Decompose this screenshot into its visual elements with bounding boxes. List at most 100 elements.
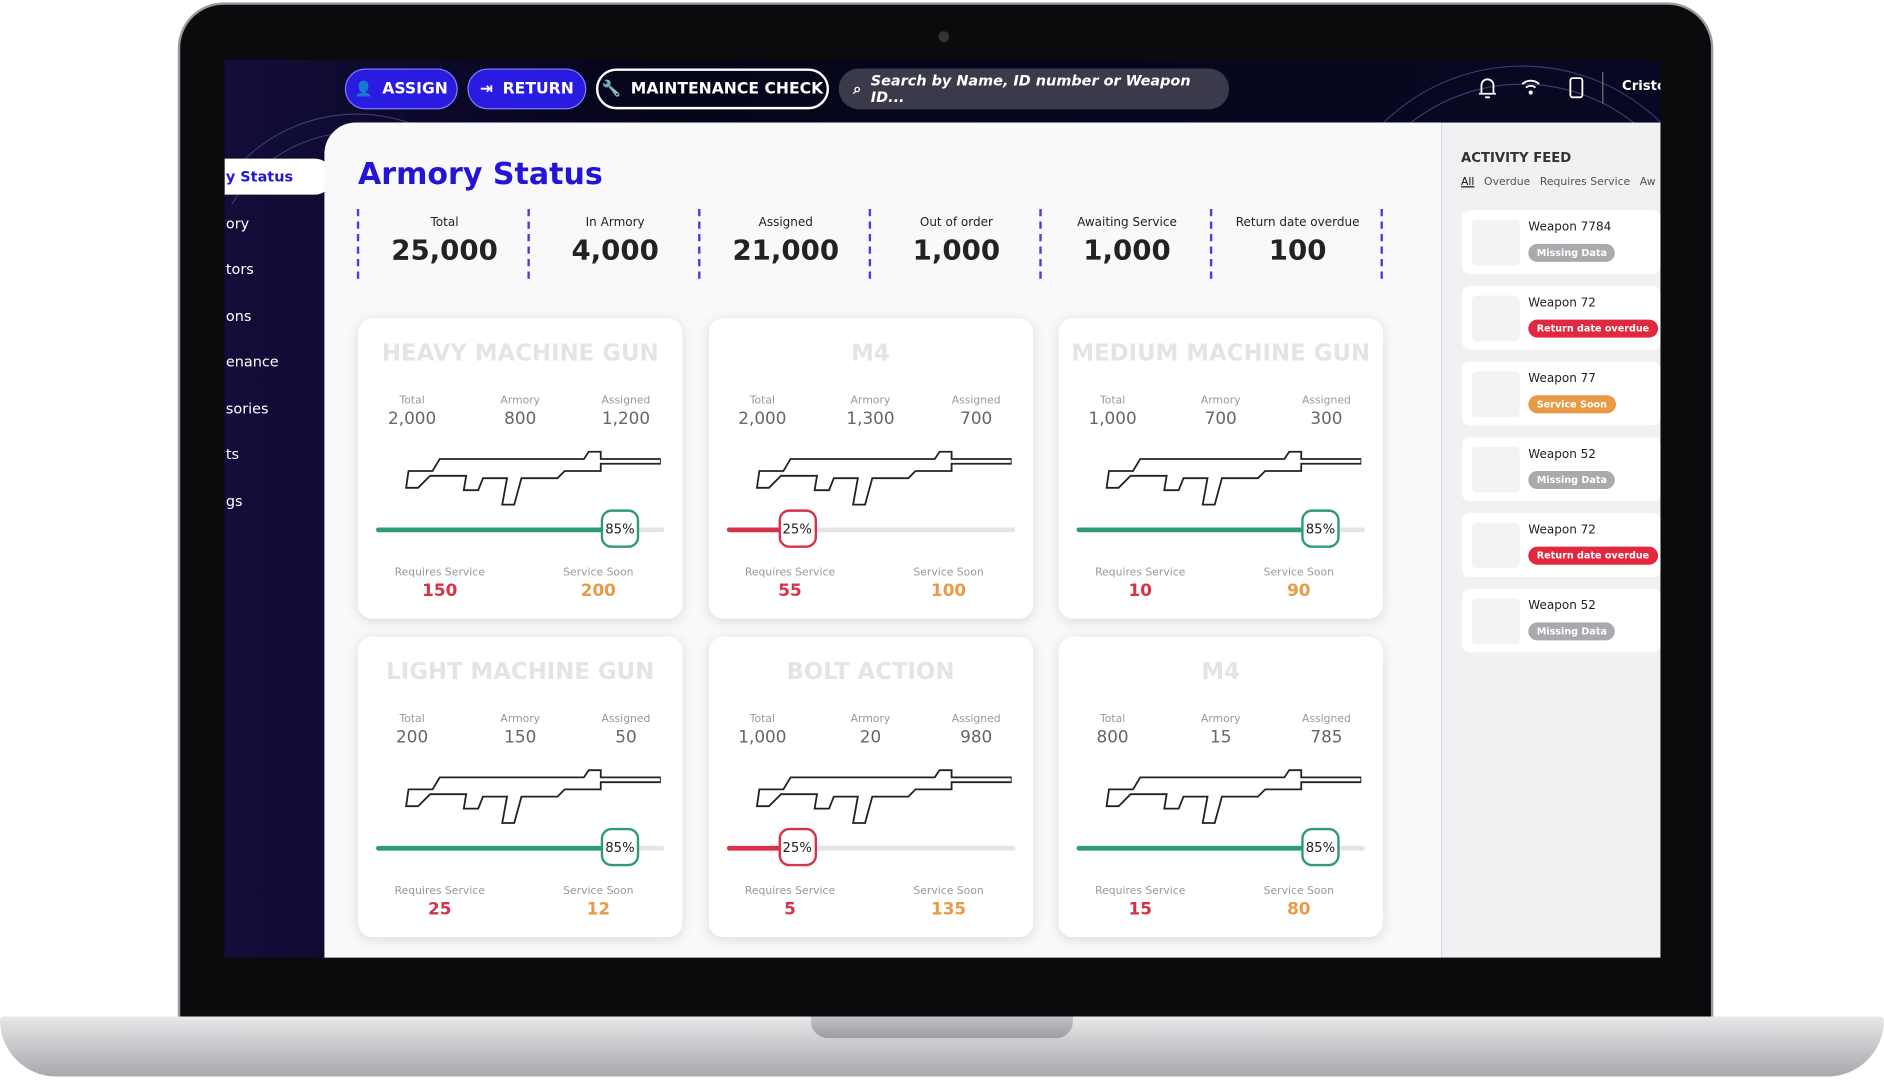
stat-value: 1,000	[912, 235, 1001, 267]
stat-label: Assigned	[1301, 713, 1351, 726]
weapon-image	[1105, 450, 1362, 506]
sidebar-item[interactable]: tors	[225, 260, 254, 278]
percent-badge: 85%	[1301, 509, 1340, 548]
feed-name: Weapon 52	[1528, 599, 1596, 613]
weapon-card[interactable]: HEAVY MACHINE GUN Total 2,000 Armory 800 Assi…	[358, 318, 683, 619]
search-box[interactable]: ⌕ Search by Name, ID number or Weapon ID.…	[838, 68, 1230, 110]
weapon-card[interactable]: LIGHT MACHINE GUN Total 200 Armory 150 Assign…	[358, 636, 683, 938]
stat-value: 2,000	[738, 409, 787, 429]
page-title: Armory Status	[358, 156, 603, 192]
progress-fill	[376, 845, 622, 851]
service-label: Service Soon	[1263, 885, 1335, 898]
stat-value: 150	[504, 728, 537, 748]
maintenance-button[interactable]: 🔧 MAINTENANCE CHECK	[595, 68, 830, 110]
feed-name: Weapon 52	[1528, 448, 1596, 462]
weapon-outline	[755, 450, 1012, 506]
button-label: MAINTENANCE CHECK	[630, 79, 824, 98]
stat-value: 700	[1204, 409, 1237, 429]
weapon-card[interactable]: M4 Total 800 Armory 15 Assigned 785 85% Requires…	[1058, 636, 1383, 938]
feed-item[interactable]: Weapon 72 Return date overdue	[1462, 285, 1661, 350]
stat: In Armory 4,000	[527, 209, 700, 279]
stat-label: Total	[749, 713, 775, 726]
stat-label: Assigned	[951, 713, 1001, 726]
sidebar-item[interactable]: gs	[225, 492, 243, 509]
stat-value: 1,300	[846, 409, 895, 429]
feed-tab[interactable]: Aw	[1639, 176, 1656, 189]
weapon-outline	[405, 450, 661, 506]
stat: Assigned 21,000	[698, 209, 871, 279]
weapon-card[interactable]: MEDIUM MACHINE GUN Total 1,000 Armory 700 Ass…	[1058, 318, 1383, 619]
weapon-image	[755, 450, 1012, 506]
service-value: 200	[580, 581, 616, 601]
feed-item[interactable]: Weapon 77 Service Soon	[1462, 361, 1661, 426]
stat-label: Assigned	[951, 395, 1001, 408]
stat: Total 25,000	[356, 209, 530, 279]
stat-label: Assigned	[601, 395, 651, 408]
stat-value: 100	[1268, 235, 1327, 267]
stat-value: 785	[1310, 728, 1343, 748]
stat-label: Armory	[1200, 713, 1241, 726]
stat-label: Out of order	[919, 216, 993, 230]
stat-label: Awaiting Service	[1077, 216, 1177, 230]
feed-tab[interactable]: Requires Service	[1539, 176, 1631, 189]
sidebar-item[interactable]: ons	[225, 306, 252, 324]
service-label: Requires Service	[744, 885, 836, 898]
weapon-card[interactable]: M4 Total 2,000 Armory 1,300 Assigned 700 25% Req…	[708, 318, 1033, 619]
sidebar-item[interactable]: sories	[225, 399, 269, 417]
stat-label: Armory	[500, 395, 541, 408]
stat-label: Armory	[850, 395, 891, 408]
feed-tab[interactable]: All	[1461, 176, 1475, 189]
feed-thumb	[1471, 598, 1520, 645]
stat-value: 1,200	[601, 409, 651, 429]
service-value: 90	[1287, 581, 1311, 601]
card-title: BOLT ACTION	[786, 658, 955, 685]
stat-value: 20	[859, 728, 882, 748]
service-label: Requires Service	[394, 567, 485, 580]
feed-item[interactable]: Weapon 52 Missing Data	[1462, 588, 1661, 653]
sidebar-item[interactable]: ory	[225, 214, 250, 232]
stat-divider	[1380, 209, 1383, 279]
service-value: 25	[428, 899, 452, 920]
button-label: ASSIGN	[382, 79, 448, 98]
feed-item[interactable]: Weapon 72 Return date overdue	[1462, 513, 1661, 577]
user-name[interactable]: Cristof	[1622, 78, 1660, 94]
feed-thumb	[1471, 219, 1520, 266]
stat-value: 21,000	[732, 235, 840, 267]
service-label: Requires Service	[744, 567, 836, 580]
feed-tab[interactable]: Overdue	[1484, 176, 1531, 189]
service-label: Service Soon	[913, 567, 984, 580]
camera	[938, 31, 950, 43]
weapon-outline	[1105, 769, 1362, 824]
feed-item[interactable]: Weapon 52 Missing Data	[1462, 437, 1661, 502]
service-value: 12	[586, 899, 611, 920]
stat-label: Return date overdue	[1235, 216, 1360, 230]
feed-thumb	[1471, 522, 1520, 569]
stat-label: Assigned	[601, 713, 651, 726]
weapon-card[interactable]: BOLT ACTION Total 1,000 Armory 20 Assigned 980…	[708, 636, 1033, 938]
feed-name: Weapon 72	[1528, 523, 1596, 538]
stat-value: 4,000	[571, 235, 659, 267]
feed-name: Weapon 7784	[1528, 221, 1612, 235]
progress-fill	[1076, 527, 1322, 533]
sidebar-item[interactable]: y Status	[225, 168, 294, 186]
sidebar-item[interactable]: enance	[225, 353, 279, 371]
stat-label: Total	[1099, 395, 1126, 408]
progress-fill	[726, 845, 799, 851]
feed-thumb	[1471, 295, 1520, 342]
stat-value: 1,000	[1083, 235, 1171, 267]
service-value: 55	[778, 581, 802, 601]
feed-status: Missing Data	[1528, 243, 1616, 262]
progress-fill	[376, 527, 622, 533]
stat-label: Armory	[850, 713, 891, 726]
toolbar-icons	[1479, 72, 1604, 104]
weapon-outline	[1105, 450, 1362, 506]
service-label: Service Soon	[563, 567, 634, 580]
feed-status: Service Soon	[1528, 395, 1616, 414]
assign-button[interactable]: 👤 ASSIGN	[344, 68, 458, 110]
sidebar-item[interactable]: ts	[225, 445, 240, 463]
stat-value: 800	[504, 409, 537, 429]
feed-status: Return date overdue	[1528, 319, 1658, 338]
return-button[interactable]: ⇥ RETURN	[467, 68, 587, 110]
percent-badge: 85%	[600, 509, 640, 548]
feed-item[interactable]: Weapon 7784 Missing Data	[1462, 210, 1661, 274]
